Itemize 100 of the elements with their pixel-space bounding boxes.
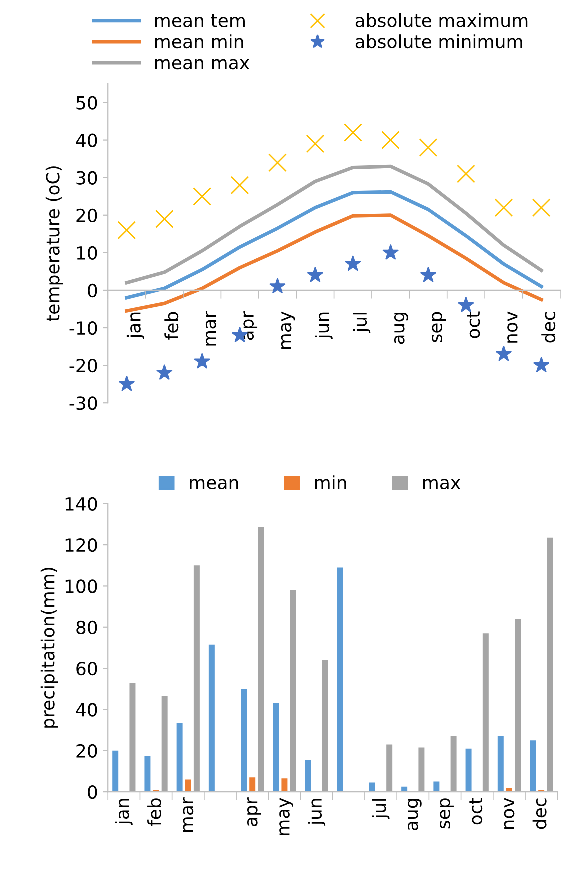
x-tick-label: sep (432, 312, 446, 342)
point (494, 198, 514, 218)
y-tick-label: 20 (76, 744, 98, 758)
x-tick-label: sep (440, 798, 454, 829)
bar (515, 619, 522, 792)
point (270, 278, 286, 294)
y-axis-title: precipitation(mm) (40, 568, 58, 728)
bar (112, 750, 119, 792)
bar (418, 748, 425, 792)
point (156, 364, 173, 380)
point (532, 198, 551, 218)
point (194, 354, 210, 369)
x-tick-label: dec (542, 312, 556, 343)
point (382, 131, 400, 150)
bar (305, 760, 312, 792)
point (344, 124, 362, 142)
legend-label: max (423, 479, 461, 490)
y-tick-label: 10 (77, 246, 98, 260)
x-tick-label: jul (353, 312, 371, 334)
x-tick-label: jun (308, 799, 326, 826)
line-series (125, 164, 544, 285)
bar (258, 528, 264, 792)
bar (322, 660, 328, 792)
y-tick-label: -20 (70, 359, 98, 373)
point (306, 134, 325, 154)
point (308, 267, 324, 282)
x-tick-label: dec (532, 798, 547, 830)
bar (250, 778, 256, 792)
bar (434, 782, 440, 792)
bar (466, 748, 472, 792)
point (458, 297, 474, 312)
bar (130, 682, 136, 792)
legend-label: absolute minimum (356, 34, 522, 49)
x-tick-label: jan (115, 799, 133, 826)
legend-label: mean max (155, 59, 250, 70)
x-tick-label: aug (394, 312, 408, 344)
point (345, 256, 362, 272)
bar (547, 538, 554, 792)
point (193, 187, 212, 206)
bar (290, 590, 296, 792)
x-tick-label: may (280, 798, 294, 836)
bar (273, 704, 280, 792)
y-tick-label: 100 (66, 580, 98, 594)
x-tick-label: jun (315, 312, 333, 340)
bar (162, 696, 168, 792)
point (118, 221, 136, 240)
x-tick-label: mar (183, 798, 194, 832)
point (457, 164, 476, 184)
x-tick-label: nov (508, 312, 518, 343)
x-tick-label: oct (470, 798, 483, 825)
bar (450, 736, 457, 792)
y-tick-label: -10 (70, 321, 98, 336)
bar (369, 782, 376, 792)
x-tick-label: feb (164, 312, 179, 340)
point (155, 210, 174, 228)
bar (482, 634, 489, 792)
point (382, 244, 399, 260)
legend-label: absolute maximum (356, 14, 528, 28)
point (419, 138, 438, 158)
bar (194, 566, 200, 792)
bar (144, 756, 151, 792)
x-tick-label: jan (126, 312, 144, 340)
bar (498, 736, 504, 792)
y-tick-label: -30 (70, 396, 98, 410)
y-tick-label: 120 (66, 538, 98, 552)
y-tick-label: 0 (88, 786, 98, 800)
x-tick-label: oct (467, 312, 480, 338)
bar (282, 778, 288, 792)
x-tick-label: aug (408, 799, 422, 831)
y-tick-label: 30 (76, 171, 98, 185)
point (534, 357, 550, 372)
legend-label: mean (190, 479, 238, 490)
x-tick-label: feb (148, 798, 162, 826)
bar (208, 644, 215, 792)
y-tick-label: 80 (76, 620, 98, 635)
y-axis-title: temperature (oC) (46, 166, 64, 322)
bar (530, 740, 536, 792)
y-tick-label: 140 (66, 497, 98, 511)
line-series (125, 214, 544, 313)
bar (386, 744, 393, 792)
bar (176, 723, 183, 792)
y-tick-label: 0 (88, 284, 98, 298)
x-tick-label: mar (206, 311, 216, 346)
point (420, 267, 436, 282)
x-tick-label: jul (372, 799, 390, 820)
point (496, 346, 512, 362)
legend-label: min (315, 476, 346, 490)
point (268, 154, 287, 172)
legend-label: mean min (155, 34, 244, 49)
y-tick-label: 60 (76, 662, 98, 676)
y-tick-label: 20 (76, 208, 98, 222)
y-tick-label: 50 (76, 96, 98, 110)
x-tick-label: apr (247, 798, 262, 826)
bar (241, 689, 248, 792)
x-tick-label: nov (504, 798, 515, 830)
point (230, 176, 250, 195)
line-series (125, 190, 544, 300)
legend-label: mean tem (155, 14, 245, 28)
y-tick-label: 40 (76, 703, 98, 717)
bar (185, 780, 192, 792)
